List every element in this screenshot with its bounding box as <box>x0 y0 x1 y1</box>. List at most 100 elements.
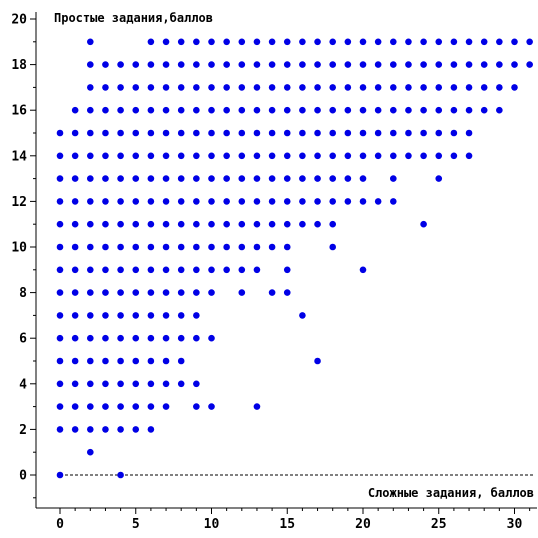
data-point <box>177 84 185 91</box>
data-point <box>283 84 291 91</box>
data-point <box>132 220 140 228</box>
data-point <box>299 152 306 160</box>
data-point <box>238 61 246 68</box>
data-point <box>117 334 124 342</box>
data-point <box>223 243 230 251</box>
data-point <box>223 61 230 68</box>
data-point <box>102 106 109 114</box>
data-point <box>329 198 337 205</box>
data-point <box>299 38 306 46</box>
data-point <box>208 403 215 410</box>
data-point <box>71 357 79 365</box>
data-point <box>390 129 397 137</box>
data-point <box>56 334 64 342</box>
y-tick-label: 4 <box>19 377 27 392</box>
data-point <box>162 38 170 46</box>
data-point <box>132 243 140 251</box>
data-point <box>193 84 200 91</box>
data-point <box>177 61 185 68</box>
data-point <box>268 152 276 160</box>
data-point <box>56 175 64 182</box>
data-point <box>405 106 412 114</box>
data-point <box>329 175 337 182</box>
data-point <box>193 129 200 137</box>
data-point <box>177 106 185 114</box>
x-tick-label: 30 <box>507 517 523 532</box>
data-point <box>193 38 200 46</box>
data-point <box>177 220 185 228</box>
data-point <box>208 289 215 296</box>
data-point <box>117 403 124 410</box>
data-point <box>253 403 261 410</box>
data-point <box>450 38 458 46</box>
data-point <box>102 220 109 228</box>
data-point <box>177 334 185 342</box>
data-point <box>162 152 170 160</box>
data-point <box>450 152 458 160</box>
data-point <box>268 84 276 91</box>
data-point <box>299 198 306 205</box>
data-point <box>450 84 458 91</box>
data-point <box>299 61 306 68</box>
data-point <box>117 266 124 274</box>
data-point <box>314 357 321 365</box>
data-point <box>132 175 140 182</box>
data-point <box>496 61 503 68</box>
data-point <box>71 198 79 205</box>
data-point <box>87 426 94 433</box>
data-point <box>465 61 473 68</box>
x-tick-label: 20 <box>355 517 371 532</box>
data-point <box>102 152 109 160</box>
data-point <box>420 84 427 91</box>
data-point <box>56 243 64 251</box>
data-point <box>405 129 412 137</box>
data-point <box>132 312 140 319</box>
data-point <box>117 220 124 228</box>
data-point <box>193 198 200 205</box>
data-point <box>87 357 94 365</box>
data-point <box>102 61 109 68</box>
data-point <box>87 380 94 388</box>
data-point <box>526 38 533 46</box>
data-point <box>162 84 170 91</box>
data-point <box>314 129 321 137</box>
data-point <box>314 175 321 182</box>
data-point <box>283 266 291 274</box>
data-point <box>329 152 337 160</box>
data-point <box>268 198 276 205</box>
data-point <box>435 129 443 137</box>
data-point <box>117 289 124 296</box>
data-point <box>238 198 246 205</box>
y-tick-label: 18 <box>11 58 27 73</box>
data-point <box>253 129 261 137</box>
x-tick-label: 15 <box>279 517 295 532</box>
data-point <box>147 152 155 160</box>
data-point <box>71 220 79 228</box>
data-point <box>102 426 109 433</box>
data-point <box>71 243 79 251</box>
data-point <box>299 84 306 91</box>
data-point <box>511 84 518 91</box>
data-point <box>87 38 94 46</box>
data-point <box>117 152 124 160</box>
data-point <box>132 84 140 91</box>
data-point <box>56 129 64 137</box>
data-point <box>147 129 155 137</box>
data-point <box>223 38 230 46</box>
data-point <box>102 84 109 91</box>
data-point <box>344 198 352 205</box>
data-point <box>71 175 79 182</box>
data-point <box>208 198 215 205</box>
data-point <box>496 84 503 91</box>
data-point <box>147 198 155 205</box>
data-point <box>253 61 261 68</box>
data-point <box>359 129 367 137</box>
data-point <box>147 61 155 68</box>
data-point <box>329 84 337 91</box>
data-point <box>496 38 503 46</box>
data-point <box>465 152 473 160</box>
data-point <box>420 61 427 68</box>
data-point <box>329 129 337 137</box>
data-point <box>87 129 94 137</box>
data-point <box>299 175 306 182</box>
